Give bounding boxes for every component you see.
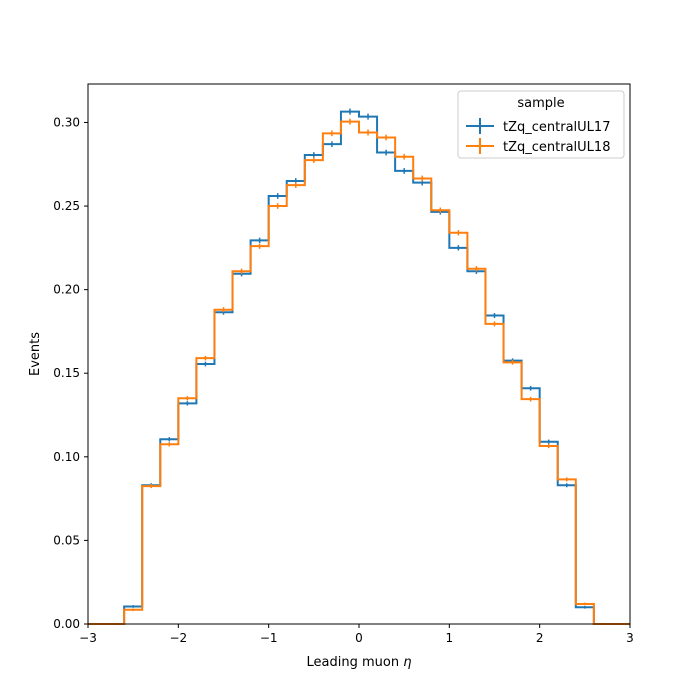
y-tick-label: 0.20 — [53, 283, 80, 297]
series-layer — [88, 108, 630, 625]
x-axis-symbol: η — [403, 655, 411, 670]
x-tick-label: 2 — [536, 631, 544, 645]
x-tick-label: −3 — [79, 631, 97, 645]
legend: sample tZq_centralUL17 tZq_centralUL18 — [457, 90, 625, 159]
legend-title: sample — [517, 96, 564, 111]
y-tick-label: 0.25 — [53, 199, 80, 213]
legend-entry: tZq_centralUL18 — [466, 138, 610, 155]
x-tick-label: 0 — [355, 631, 363, 645]
legend-label: tZq_centralUL18 — [503, 140, 610, 155]
y-axis-label: Events — [28, 332, 43, 376]
y-tick-label: 0.00 — [53, 617, 80, 631]
y-tick-label: 0.10 — [53, 450, 80, 464]
legend-label: tZq_centralUL17 — [503, 120, 610, 135]
legend-entries: tZq_centralUL17 tZq_centralUL18 — [466, 118, 610, 155]
y-tick-label: 0.30 — [53, 115, 80, 129]
y-axis-ticks: 0.00 0.05 0.10 0.15 0.20 0.25 0.30 — [53, 115, 88, 631]
x-axis-label: Leading muon η — [307, 655, 412, 670]
x-tick-label: 1 — [446, 631, 454, 645]
x-tick-label: −1 — [260, 631, 278, 645]
y-tick-label: 0.15 — [53, 366, 80, 380]
legend-box — [457, 90, 625, 159]
x-tick-label: −2 — [169, 631, 187, 645]
y-tick-label: 0.05 — [53, 533, 80, 547]
x-axis-ticks: −3 −2 −1 0 1 2 3 — [79, 624, 634, 645]
x-tick-label: 3 — [626, 631, 634, 645]
legend-entry: tZq_centralUL17 — [466, 118, 610, 135]
series-tZq_centralUL18 — [88, 118, 630, 625]
